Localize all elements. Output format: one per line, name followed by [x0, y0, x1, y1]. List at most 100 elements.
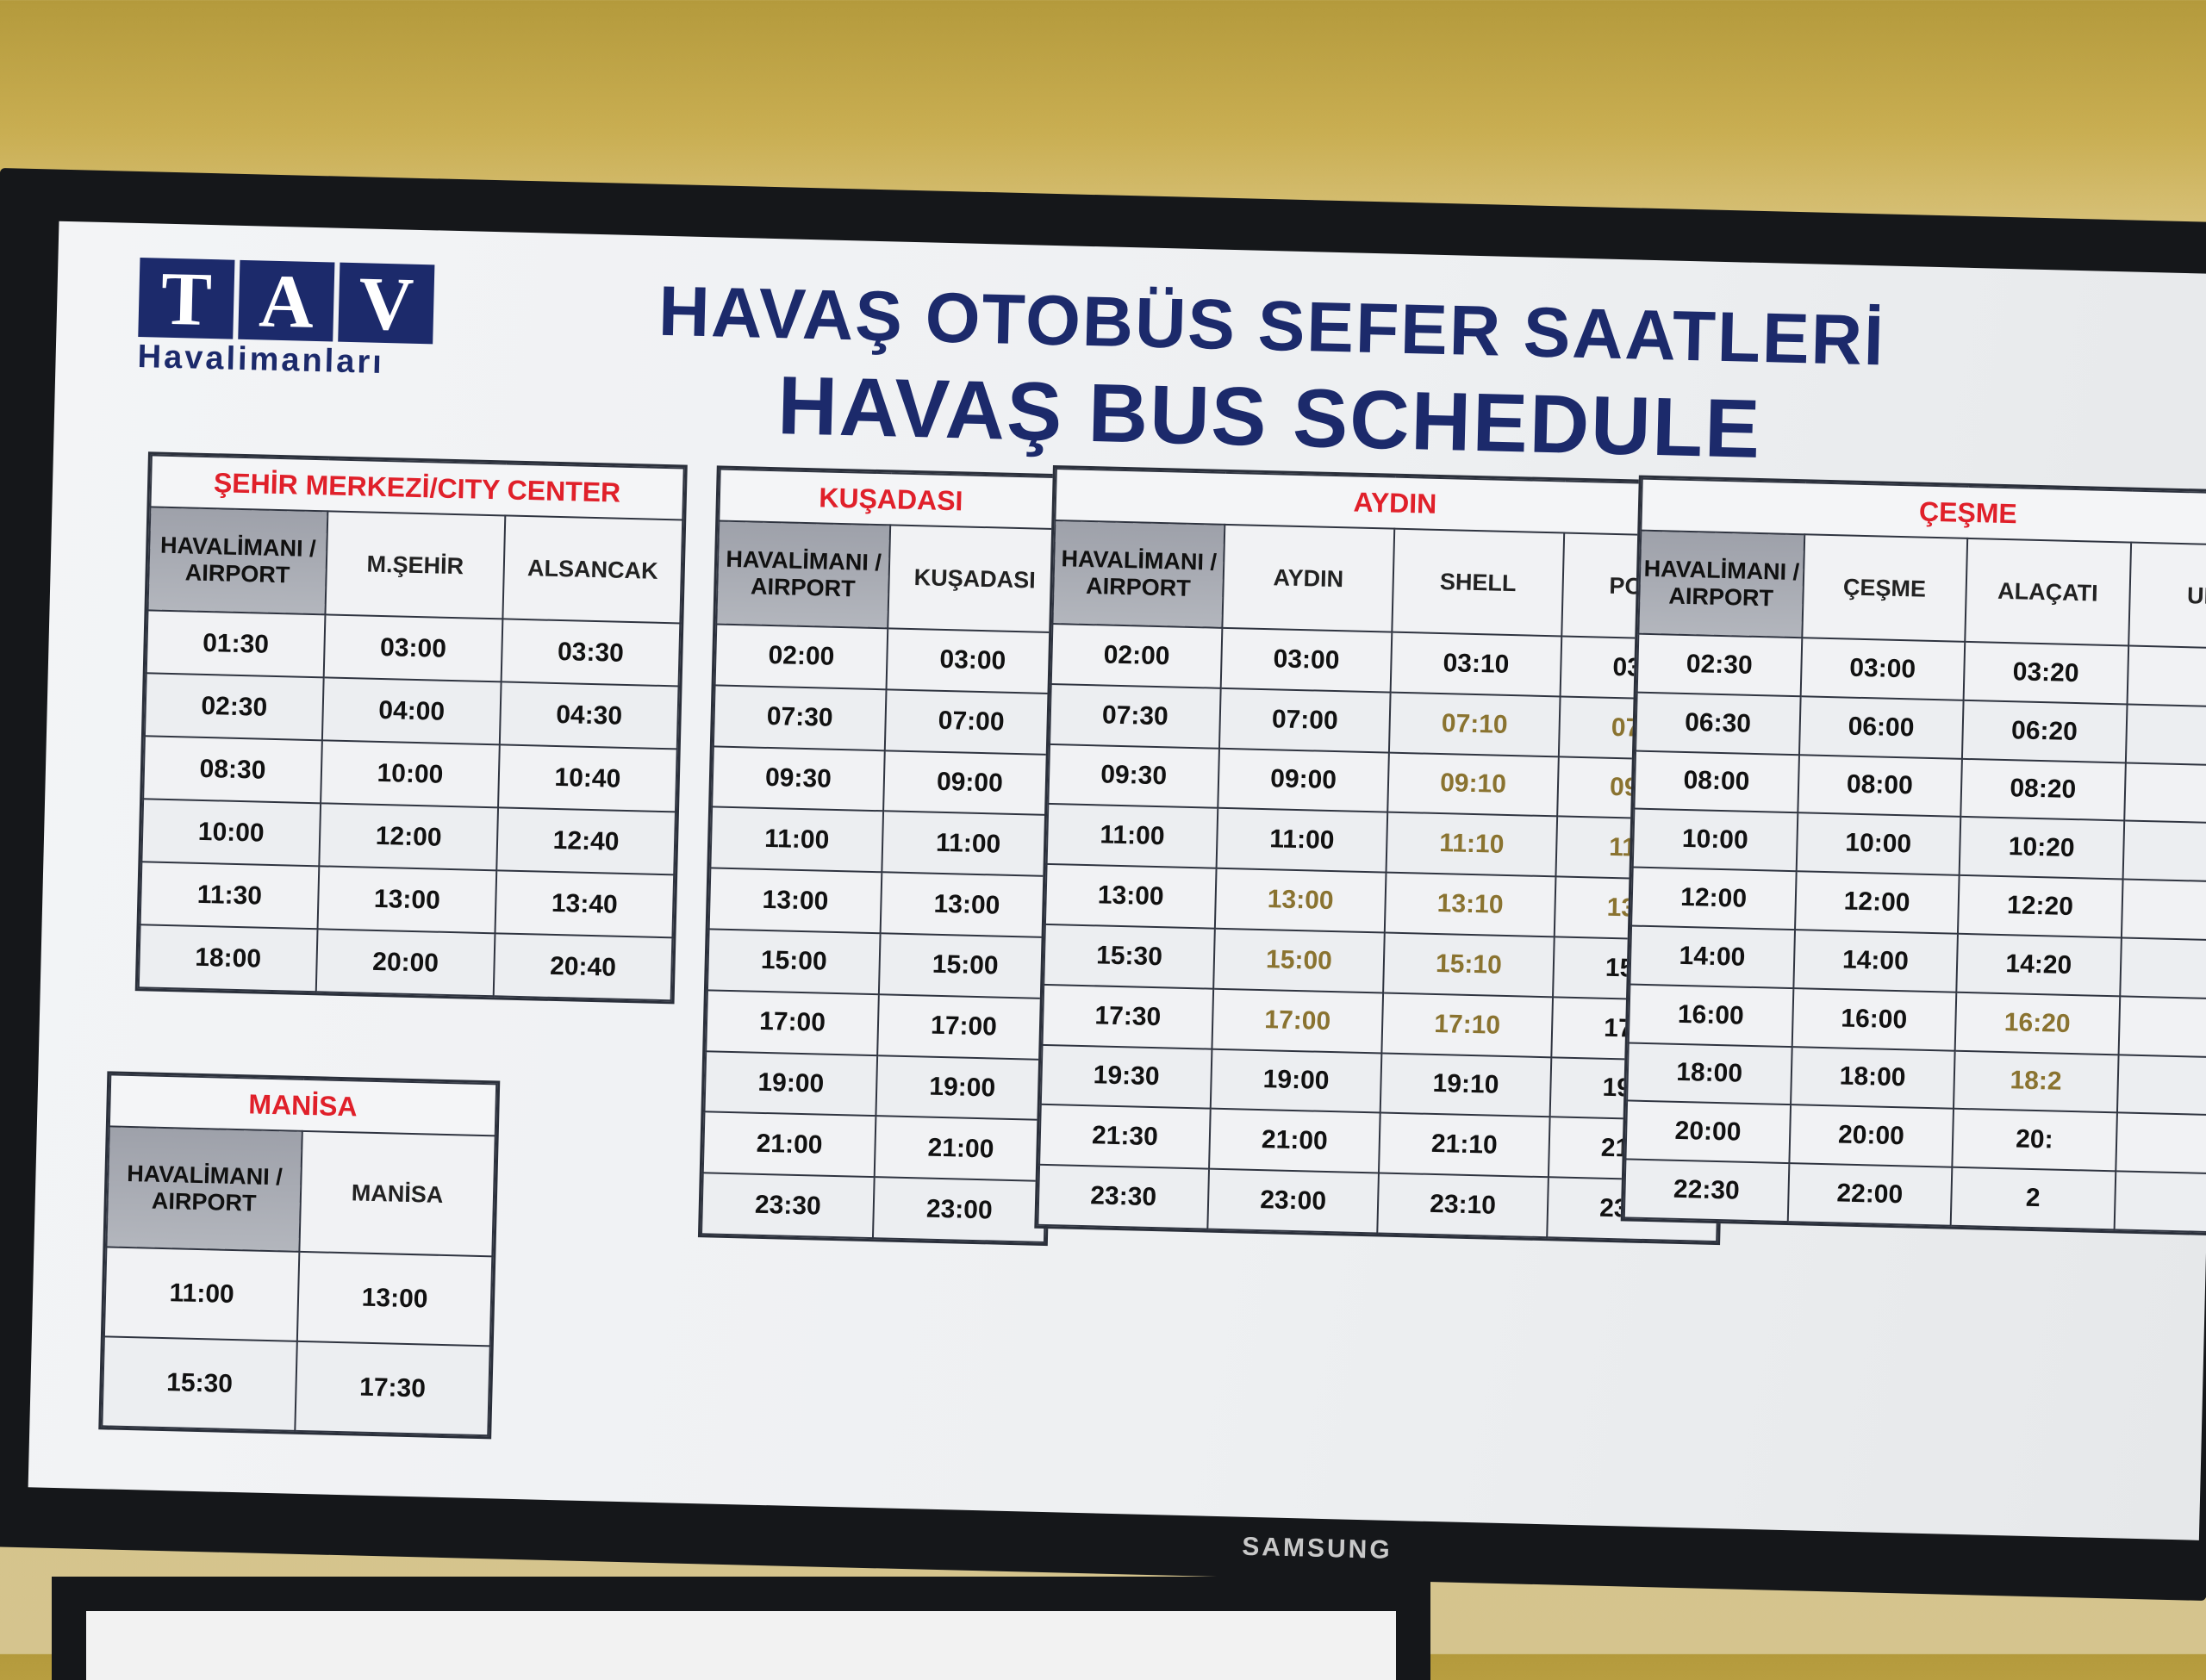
time-cell: 12:00: [319, 803, 499, 871]
time-cell: 13:00: [880, 872, 1054, 938]
time-cell: 13:10: [1384, 872, 1556, 937]
time-cell: 22:30: [1623, 1159, 1789, 1223]
time-cell: 18:00: [1627, 1042, 1792, 1105]
time-cell: 14:00: [1630, 925, 1795, 988]
time-cell: 04:30: [499, 681, 679, 750]
table-row: 18:00 20:00 20:40: [138, 924, 673, 1001]
column-header: HAVALİMANI / AIRPORT: [147, 507, 328, 615]
time-cell: 15:00: [878, 933, 1052, 999]
logo-letter: T: [138, 258, 235, 342]
time-cell: 03:00: [1220, 627, 1393, 693]
second-monitor: [52, 1577, 1430, 1680]
tav-logo: T A V Havalimanları: [137, 258, 441, 383]
time-cell: 22:00: [1787, 1163, 1953, 1226]
time-cell: 12:40: [496, 807, 676, 875]
time-cell: 19:00: [876, 1055, 1050, 1121]
time-cell: 07:30: [1050, 683, 1221, 749]
time-cell: 02:30: [144, 673, 324, 741]
time-cell: 11:30: [140, 862, 320, 930]
time-cell: 09:10: [1387, 752, 1559, 817]
time-cell: 18:00: [138, 924, 318, 992]
time-cell: 07:00: [1218, 688, 1391, 753]
column-header: KUŞADASI: [888, 525, 1062, 633]
time-cell: 11:00: [1046, 804, 1218, 868]
time-cell: 12:00: [1794, 871, 1960, 934]
monitor: T A V Havalimanları HAVAŞ OTOBÜS SEFER S…: [0, 168, 2206, 1602]
time-cell: 18:00: [1790, 1046, 1955, 1110]
schedule-screen: T A V Havalimanları HAVAŞ OTOBÜS SEFER S…: [28, 221, 2206, 1540]
time-cell: 23:30: [701, 1173, 875, 1239]
time-cell: 13:00: [296, 1251, 493, 1347]
time-cell: 08:20: [1960, 758, 2126, 821]
time-cell: 17:30: [295, 1341, 490, 1436]
time-cell: 19:10: [1380, 1053, 1552, 1117]
time-cell: 06:30: [1636, 692, 1801, 755]
table-row: 11:00 13:00: [103, 1247, 493, 1347]
time-cell: 20:: [1952, 1109, 2117, 1172]
column-header: AYDIN: [1222, 524, 1395, 632]
time-cell: 13:00: [317, 866, 497, 934]
time-cell: 17:00: [1212, 988, 1384, 1054]
time-cell: 07:00: [884, 689, 1058, 755]
page-title: HAVAŞ OTOBÜS SEFER SAATLERİ HAVAŞ BUS SC…: [536, 267, 2005, 483]
time-cell: 16:00: [1792, 987, 1957, 1051]
time-cell: 02:30: [1636, 633, 1802, 697]
time-cell: 03:00: [323, 614, 503, 682]
time-cell: 11:00: [882, 811, 1056, 877]
time-cell: 10:40: [498, 744, 677, 812]
column-header: HAVALİMANI / AIRPORT: [1052, 520, 1225, 628]
time-cell: 13:00: [1044, 864, 1217, 929]
time-cell: 06:00: [1798, 696, 1964, 759]
time-cell: 08:30: [143, 736, 322, 804]
time-cell: [2115, 1112, 2206, 1176]
time-cell: 11:00: [710, 806, 884, 873]
time-cell: 15:00: [707, 929, 881, 994]
table-row: 11:00 11:00: [710, 806, 1056, 877]
column-header: SHELL: [1392, 528, 1565, 637]
time-cell: 09:00: [883, 750, 1056, 816]
time-cell: 17:30: [1042, 984, 1214, 1049]
time-cell: 19:30: [1040, 1044, 1212, 1110]
time-cell: [2123, 762, 2206, 825]
column-header: ÇEŞME: [1801, 534, 1968, 642]
time-cell: 13:00: [708, 868, 882, 934]
time-cell: 23:00: [872, 1177, 1046, 1242]
time-cell: [2121, 879, 2206, 943]
time-cell: 07:30: [713, 685, 887, 750]
table-row: 15:30 17:30: [102, 1336, 490, 1436]
time-cell: 10:00: [141, 799, 321, 867]
time-cell: 15:00: [1213, 928, 1385, 993]
table-row: 07:30 07:00: [713, 685, 1058, 755]
time-cell: 17:00: [706, 990, 879, 1055]
cesme-table: ÇEŞME HAVALİMANI / AIRPORT ÇEŞME ALAÇATI URL…: [1620, 475, 2206, 1238]
time-cell: 21:00: [702, 1111, 876, 1178]
time-cell: 15:10: [1383, 932, 1555, 998]
time-cell: 03:30: [501, 619, 681, 687]
time-cell: 11:00: [1216, 808, 1388, 873]
time-cell: 20:40: [493, 933, 673, 1001]
time-cell: 03:20: [1963, 641, 2128, 705]
time-cell: 23:10: [1377, 1173, 1549, 1238]
time-cell: 23:00: [1207, 1168, 1379, 1234]
time-cell: 02:00: [714, 624, 888, 690]
time-cell: 14:20: [1956, 933, 2122, 997]
city-center-table: ŞEHİR MERKEZİ/CITY CENTER HAVALİMANI / AI…: [134, 451, 688, 1005]
time-cell: 10:00: [1796, 812, 1961, 875]
time-cell: 09:30: [712, 746, 885, 812]
time-cell: 11:00: [103, 1247, 300, 1341]
time-cell: 21:00: [1209, 1109, 1380, 1173]
time-cell: 08:00: [1634, 750, 1799, 813]
time-cell: 21:00: [874, 1116, 1048, 1182]
column-header: URL: [2128, 542, 2206, 650]
column-header: HAVALİMANI / AIRPORT: [1638, 530, 1804, 638]
time-cell: [2114, 1171, 2206, 1234]
column-header: HAVALİMANI / AIRPORT: [106, 1126, 302, 1252]
table-row: 23:30 23:00: [701, 1173, 1046, 1242]
time-cell: [2125, 704, 2206, 767]
manisa-table: MANİSA HAVALİMANI / AIRPORT MANİSA 11:00 13:…: [98, 1071, 501, 1440]
time-cell: 10:00: [321, 740, 500, 808]
table-row: 13:00 13:00: [708, 868, 1054, 938]
time-cell: 13:40: [495, 870, 675, 938]
time-cell: 10:20: [1959, 817, 2124, 880]
time-cell: 10:00: [1632, 808, 1798, 872]
